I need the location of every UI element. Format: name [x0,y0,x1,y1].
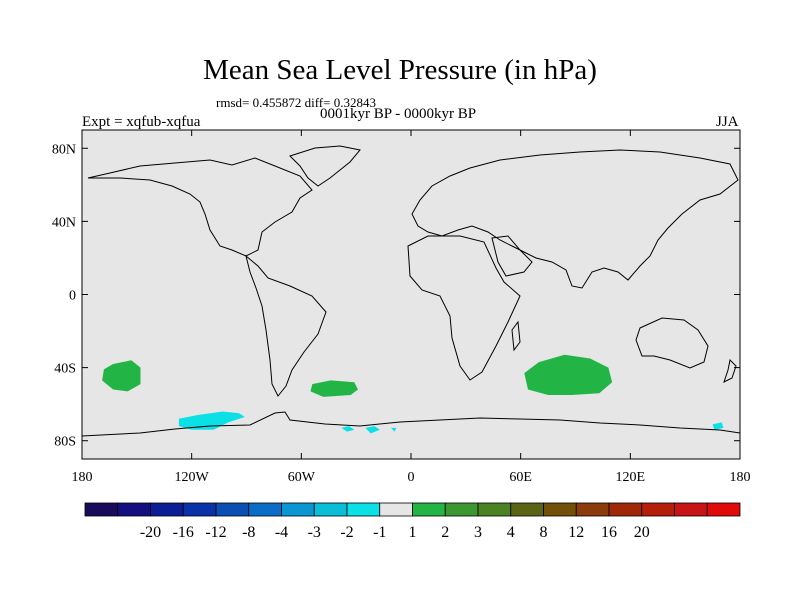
colorbar-label: 16 [601,524,617,541]
colorbar-label: 20 [634,524,650,541]
colorbar-label: 4 [507,524,515,541]
colorbar-label: -20 [140,524,161,541]
colorbar-label: 1 [409,524,417,541]
colorbar-swatch [379,502,413,517]
colorbar-label: -3 [308,524,321,541]
colorbar-label: -16 [173,524,194,541]
region-south-pacific-positive [102,360,141,392]
colorbar-swatch [150,502,184,517]
colorbar-swatch [412,502,446,517]
colorbar-label: -4 [275,524,288,541]
colorbar-label: 8 [540,524,548,541]
region-south-atlantic-positive [310,380,358,397]
region-amundsen-sea-negative [178,411,245,430]
colorbar-swatch [608,502,643,517]
colorbar-label: 2 [441,524,449,541]
colorbar-label: -12 [205,524,226,541]
colorbar-label: 12 [568,524,584,541]
colorbar-swatch [182,502,217,517]
x-tick-label: 120W [175,470,210,485]
colorbar-swatch [117,502,151,517]
colorbar-label: 3 [474,524,482,541]
experiment-label: Expt = xqfub-xqfua [82,114,201,130]
y-tick-label: 40S [54,362,76,377]
coastlines [81,145,741,437]
colorbar-swatch [346,502,381,517]
map-background [82,130,740,459]
x-tick-label: 120E [616,470,646,485]
region-indian-ocean-positive [524,354,613,395]
y-tick-label: 0 [69,289,76,304]
chart-title: Mean Sea Level Pressure (in hPa) [203,54,597,86]
y-tick-label: 80N [52,142,76,157]
colorbar-swatch [575,502,610,517]
colorbar-label: -2 [340,524,353,541]
colorbar-swatch [706,502,741,517]
colorbar-swatch [281,502,315,517]
period-label: 0001kyr BP - 0000kyr BP [320,106,477,122]
x-tick-label: 180 [730,470,751,485]
region-weddell-patch-1 [341,426,355,432]
y-tick-label: 80S [54,435,76,450]
colorbar-swatch [477,502,512,517]
region-weddell-patch-3 [390,427,397,432]
colorbar-swatch [215,502,250,517]
anomaly-regions [102,354,724,434]
colorbar-swatch [84,502,119,517]
colorbar-swatch [313,502,348,517]
season-label: JJA [716,114,739,130]
colorbar: -20 -16 -12 -8 -4 -3 -2 -1 1 2 3 4 8 12 16 20 [84,502,741,541]
x-tick-label: 60E [509,470,532,485]
colorbar-swatch [674,502,708,517]
x-tick-label: 180 [72,470,93,485]
x-tick-label: 60W [288,470,316,485]
colorbar-swatch [248,502,282,517]
colorbar-label: -1 [373,524,386,541]
axis-ticks: 180 120W 60W 0 60E 120E 180 80N 40N 0 40S 80S [52,130,751,485]
colorbar-swatch [444,502,479,517]
region-ross-patch [712,422,724,430]
region-weddell-patch-2 [365,426,380,434]
colorbar-swatch [510,502,544,517]
x-tick-label: 0 [408,470,415,485]
rmsd-diff-text: rmsd= 0.455872 diff= 0.32843 [216,95,376,110]
colorbar-label: -8 [242,524,255,541]
colorbar-swatch [543,502,577,517]
y-tick-label: 40N [52,215,76,230]
colorbar-swatch [641,502,675,517]
